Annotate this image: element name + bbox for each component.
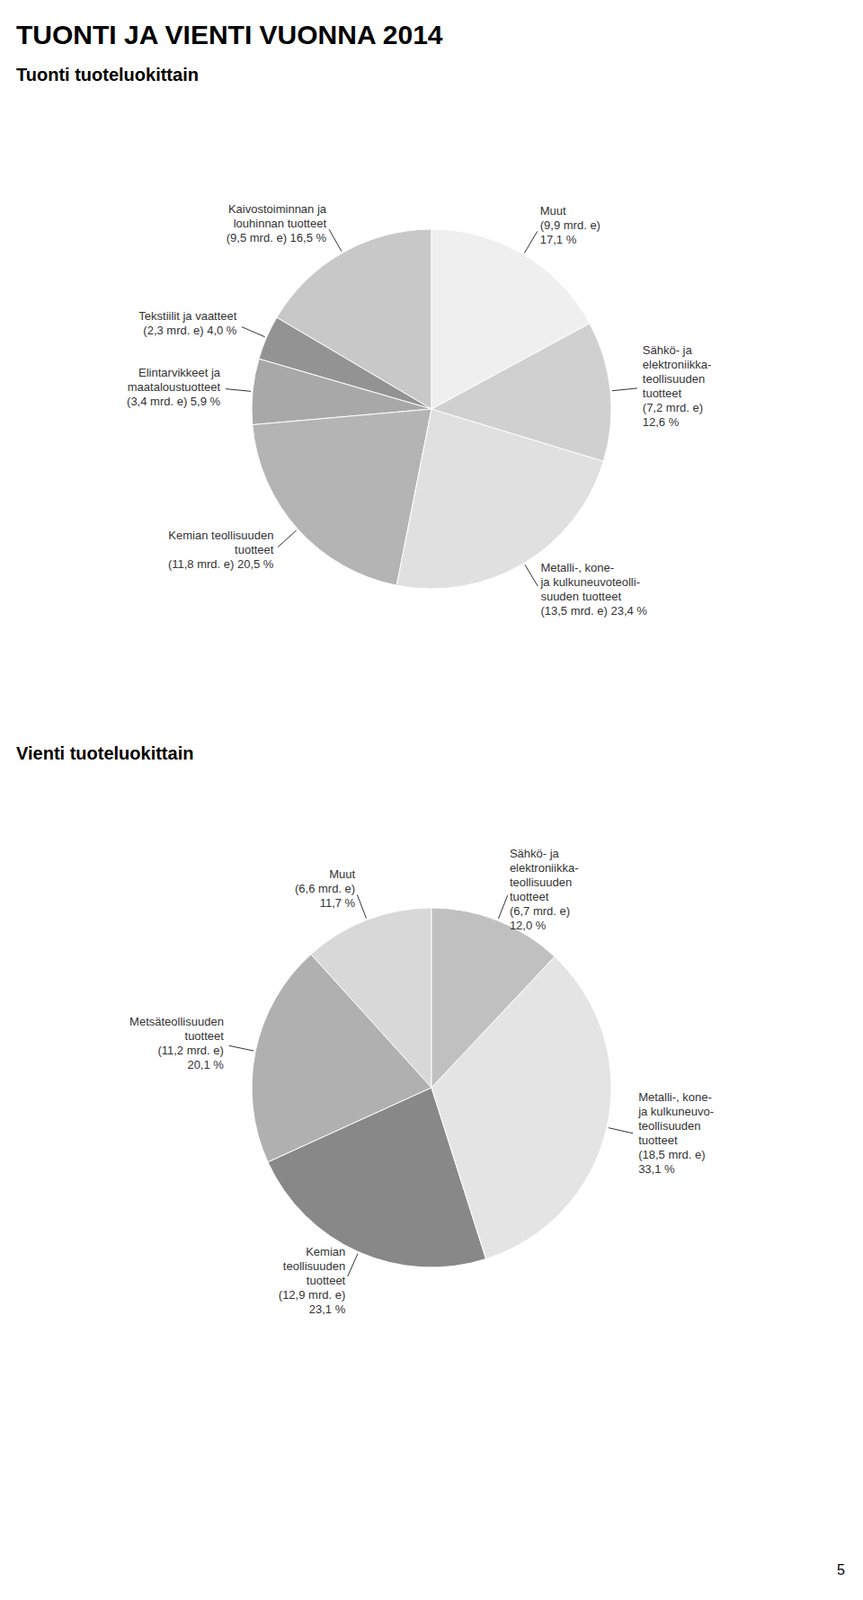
svg-text:Sähkö- jaelektroniikka-teollis: Sähkö- jaelektroniikka-teollisuudentuott…	[509, 846, 579, 933]
svg-text:Sähkö- jaelektroniikka-teollis: Sähkö- jaelektroniikka-teollisuudentuott…	[642, 344, 712, 430]
svg-text:Metalli-, kone-ja kulkuneuvote: Metalli-, kone-ja kulkuneuvoteolli-suude…	[539, 561, 648, 619]
svg-text:Elintarvikkeet jamaataloustuot: Elintarvikkeet jamaataloustuotteet(3,4 m…	[126, 365, 222, 409]
html-text:5: 5	[837, 1562, 846, 1578]
html-text:Vienti tuoteluokittain: Vienti tuoteluokittain	[16, 743, 194, 764]
html-text:Tuonti tuoteluokittain: Tuonti tuoteluokittain	[16, 64, 199, 85]
svg-text:Kaivostoiminnan jalouhinnan tu: Kaivostoiminnan jalouhinnan tuotteet(9,5…	[226, 202, 328, 245]
svg-text:Kemianteollisuudentuotteet(12,: Kemianteollisuudentuotteet(12,9 mrd. e)2…	[278, 1245, 347, 1317]
svg-text:Muut(9,9 mrd. e)17,1 %: Muut(9,9 mrd. e)17,1 %	[540, 204, 601, 248]
html-text:TUONTI JA VIENTI VUONNA 2014: TUONTI JA VIENTI VUONNA 2014	[16, 19, 443, 50]
svg-text:Tekstiilit ja vaatteet(2,3 mrd: Tekstiilit ja vaatteet(2,3 mrd. e) 4,0 %	[138, 310, 238, 339]
svg-text:Metsäteollisuudentuotteet(11,2: Metsäteollisuudentuotteet(11,2 mrd. e)20…	[129, 1015, 224, 1073]
svg-text:Muut(6,6 mrd. e)11,7 %: Muut(6,6 mrd. e)11,7 %	[294, 867, 356, 910]
svg-text:Metalli-, kone-ja kulkuneuvo-t: Metalli-, kone-ja kulkuneuvo-teollisuude…	[637, 1091, 714, 1177]
svg-text:Kemian teollisuudentuotteet(11: Kemian teollisuudentuotteet(11,8 mrd. e)…	[168, 528, 275, 571]
